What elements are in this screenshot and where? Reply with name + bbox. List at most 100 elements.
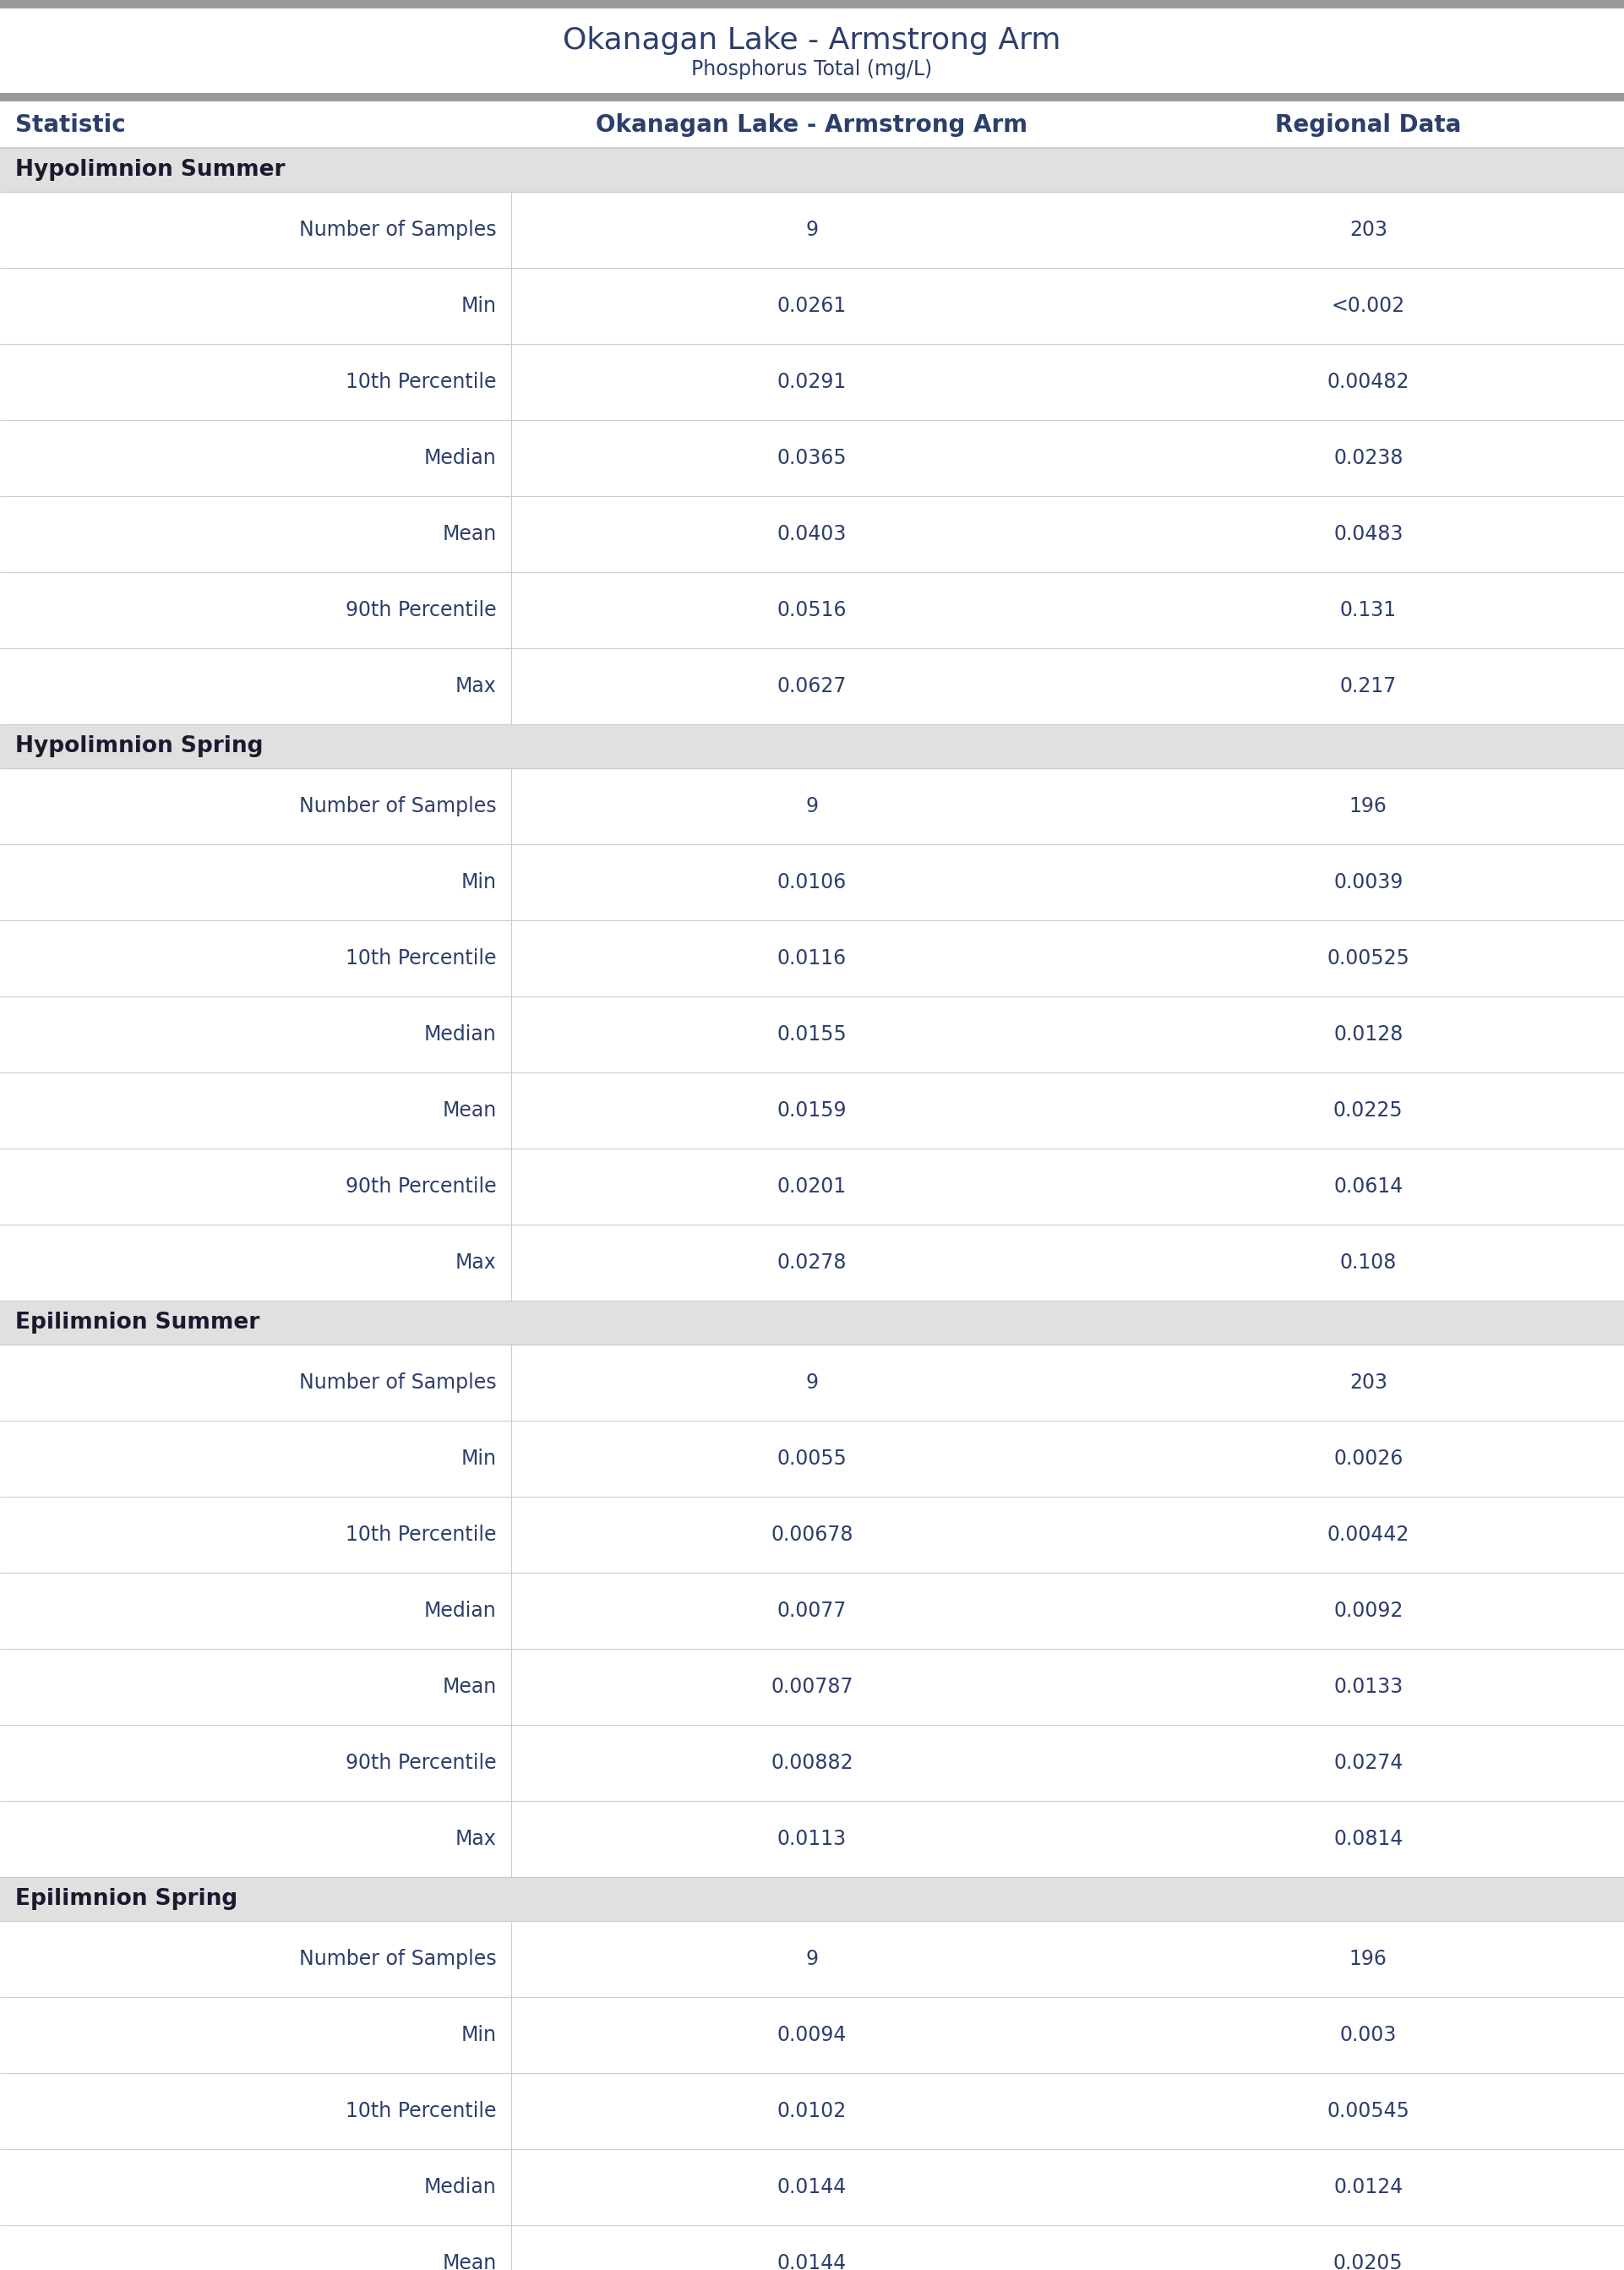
Bar <box>0 2073 1624 2150</box>
Text: Number of Samples: Number of Samples <box>299 220 497 241</box>
Text: Min: Min <box>461 2025 497 2045</box>
Text: 0.0102: 0.0102 <box>778 2102 846 2120</box>
Bar <box>0 1800 1624 1877</box>
Text: 0.0291: 0.0291 <box>778 372 846 393</box>
Text: 0.0094: 0.0094 <box>778 2025 846 2045</box>
Bar <box>0 767 1624 844</box>
Text: 0.00482: 0.00482 <box>1327 372 1410 393</box>
Text: 0.0026: 0.0026 <box>1333 1448 1403 1469</box>
Text: 0.217: 0.217 <box>1340 676 1397 697</box>
Text: Mean: Mean <box>442 2254 497 2270</box>
Text: 0.0039: 0.0039 <box>1333 872 1403 892</box>
Text: 0.00787: 0.00787 <box>771 1678 853 1698</box>
Text: 0.0155: 0.0155 <box>776 1024 848 1044</box>
Bar <box>0 1224 1624 1301</box>
Text: Min: Min <box>461 872 497 892</box>
Text: 196: 196 <box>1350 797 1387 817</box>
Text: Hypolimnion Summer: Hypolimnion Summer <box>15 159 286 182</box>
Text: 90th Percentile: 90th Percentile <box>346 599 497 620</box>
Text: 90th Percentile: 90th Percentile <box>346 1752 497 1773</box>
Bar <box>0 148 1624 193</box>
Text: Okanagan Lake - Armstrong Arm: Okanagan Lake - Armstrong Arm <box>596 114 1028 136</box>
Text: Regional Data: Regional Data <box>1275 114 1462 136</box>
Text: 0.0516: 0.0516 <box>778 599 846 620</box>
Text: 0.00525: 0.00525 <box>1327 949 1410 969</box>
Text: Statistic: Statistic <box>15 114 125 136</box>
Text: 0.00882: 0.00882 <box>771 1752 853 1773</box>
Text: Max: Max <box>455 1830 497 1850</box>
Text: 0.131: 0.131 <box>1340 599 1397 620</box>
Text: 0.0144: 0.0144 <box>778 2177 846 2197</box>
Text: 0.0092: 0.0092 <box>1333 1600 1403 1621</box>
Bar <box>0 724 1624 767</box>
Text: Max: Max <box>455 1253 497 1273</box>
Bar <box>0 93 1624 102</box>
Text: 0.0159: 0.0159 <box>778 1101 846 1121</box>
Text: 0.0814: 0.0814 <box>1333 1830 1403 1850</box>
Bar <box>0 102 1624 148</box>
Text: Median: Median <box>424 1024 497 1044</box>
Text: 196: 196 <box>1350 1950 1387 1968</box>
Text: Number of Samples: Number of Samples <box>299 1373 497 1394</box>
Text: 0.0614: 0.0614 <box>1333 1176 1403 1196</box>
Text: 0.0133: 0.0133 <box>1333 1678 1403 1698</box>
Text: Mean: Mean <box>442 1678 497 1698</box>
Text: 0.0403: 0.0403 <box>778 524 846 545</box>
Text: Max: Max <box>455 676 497 697</box>
Text: 0.0144: 0.0144 <box>778 2254 846 2270</box>
Bar <box>0 1725 1624 1800</box>
Text: Number of Samples: Number of Samples <box>299 797 497 817</box>
Bar <box>0 193 1624 268</box>
Text: Min: Min <box>461 295 497 316</box>
Text: 0.0627: 0.0627 <box>778 676 846 697</box>
Bar <box>0 0 1624 9</box>
Text: 10th Percentile: 10th Percentile <box>346 1525 497 1546</box>
Bar <box>0 1920 1624 1998</box>
Bar <box>0 2225 1624 2270</box>
Text: Median: Median <box>424 1600 497 1621</box>
Text: 0.108: 0.108 <box>1340 1253 1397 1273</box>
Text: 0.00442: 0.00442 <box>1327 1525 1410 1546</box>
Text: 9: 9 <box>806 797 818 817</box>
Text: 0.0205: 0.0205 <box>1333 2254 1403 2270</box>
Bar <box>0 345 1624 420</box>
Text: Hypolimnion Spring: Hypolimnion Spring <box>15 735 263 758</box>
Text: 0.0365: 0.0365 <box>778 447 846 468</box>
Text: 0.003: 0.003 <box>1340 2025 1397 2045</box>
Text: 90th Percentile: 90th Percentile <box>346 1176 497 1196</box>
Text: Min: Min <box>461 1448 497 1469</box>
Bar <box>0 2150 1624 2225</box>
Bar <box>0 572 1624 649</box>
Bar <box>0 1573 1624 1648</box>
Bar <box>0 268 1624 345</box>
Bar <box>0 1648 1624 1725</box>
Text: 9: 9 <box>806 220 818 241</box>
Text: 0.0225: 0.0225 <box>1333 1101 1403 1121</box>
Text: 0.0055: 0.0055 <box>776 1448 848 1469</box>
Text: 0.0106: 0.0106 <box>778 872 846 892</box>
Text: 0.0124: 0.0124 <box>1333 2177 1403 2197</box>
Text: 0.0201: 0.0201 <box>778 1176 846 1196</box>
Text: 0.00545: 0.00545 <box>1327 2102 1410 2120</box>
Bar <box>0 420 1624 497</box>
Bar <box>0 649 1624 724</box>
Text: 10th Percentile: 10th Percentile <box>346 949 497 969</box>
Text: 0.00678: 0.00678 <box>771 1525 853 1546</box>
Text: 10th Percentile: 10th Percentile <box>346 2102 497 2120</box>
Bar <box>0 1496 1624 1573</box>
Bar <box>0 919 1624 997</box>
Bar <box>0 844 1624 919</box>
Text: 0.0278: 0.0278 <box>778 1253 846 1273</box>
Text: Mean: Mean <box>442 1101 497 1121</box>
Text: 10th Percentile: 10th Percentile <box>346 372 497 393</box>
Text: Number of Samples: Number of Samples <box>299 1950 497 1968</box>
Text: 0.0116: 0.0116 <box>778 949 846 969</box>
Text: 203: 203 <box>1350 1373 1387 1394</box>
Bar <box>0 1149 1624 1224</box>
Bar <box>0 1301 1624 1344</box>
Text: Epilimnion Summer: Epilimnion Summer <box>15 1312 260 1332</box>
Text: 0.0261: 0.0261 <box>778 295 846 316</box>
Text: 0.0128: 0.0128 <box>1333 1024 1403 1044</box>
Text: <0.002: <0.002 <box>1332 295 1405 316</box>
Bar <box>0 1998 1624 2073</box>
